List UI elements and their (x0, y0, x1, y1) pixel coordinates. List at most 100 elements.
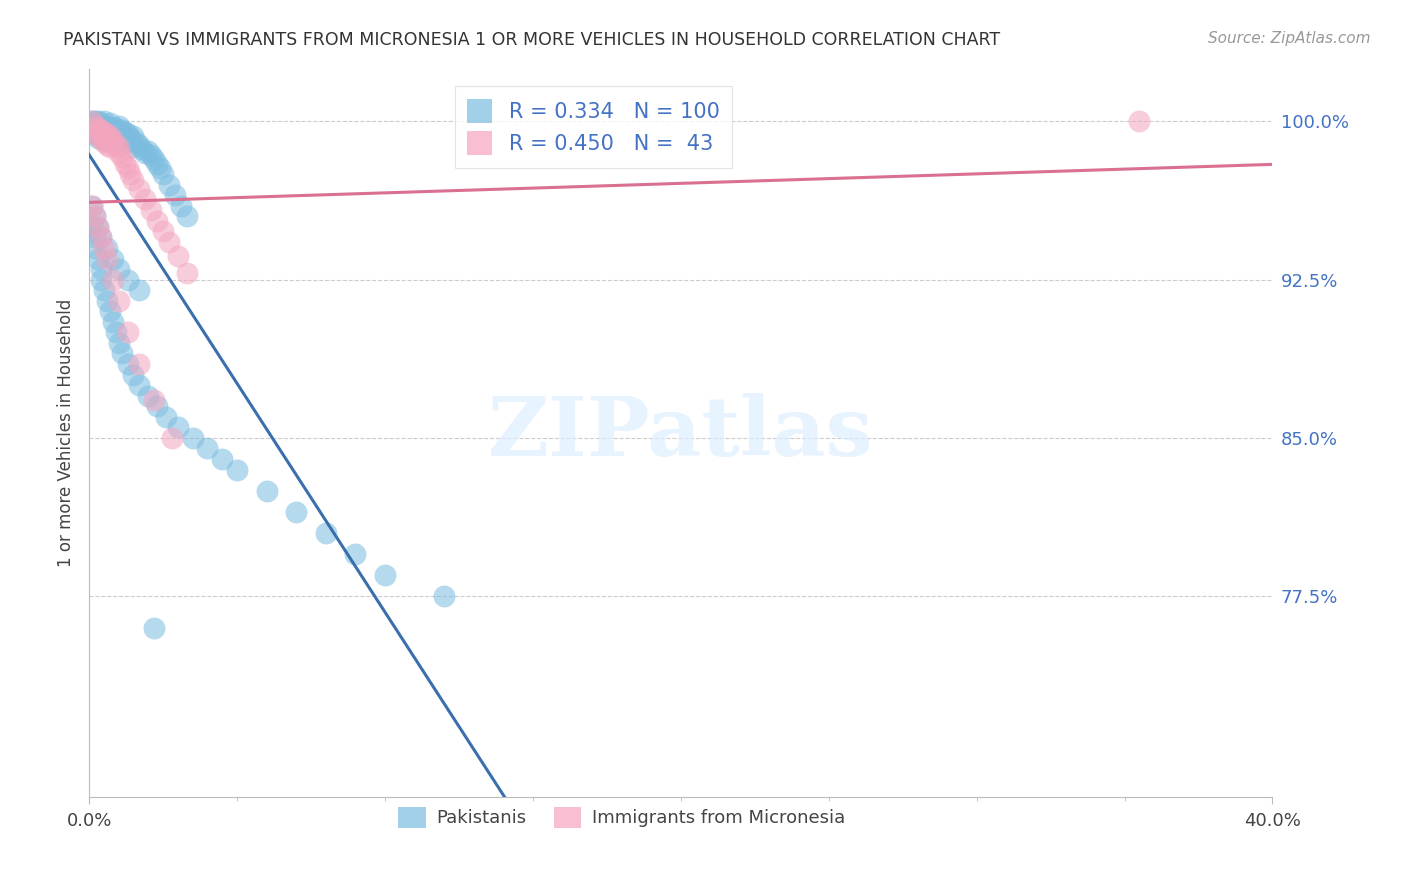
Pakistanis (107, 133, 129, 147)
Pakistanis (120, 131, 142, 145)
Pakistanis (136, 144, 159, 158)
Pakistanis (143, 621, 166, 635)
Pakistanis (93, 133, 115, 147)
Pakistanis (96, 125, 118, 139)
Immigrants from Micronesia (1128, 114, 1150, 128)
Pakistanis (143, 153, 166, 167)
Pakistanis (136, 389, 159, 403)
Pakistanis (90, 116, 112, 130)
Pakistanis (87, 252, 110, 266)
Immigrants from Micronesia (96, 252, 118, 266)
Immigrants from Micronesia (134, 193, 156, 207)
Pakistanis (176, 209, 198, 223)
Pakistanis (98, 120, 121, 135)
Immigrants from Micronesia (120, 167, 142, 181)
Pakistanis (128, 378, 150, 392)
Pakistanis (84, 127, 107, 141)
Pakistanis (84, 119, 107, 133)
Pakistanis (93, 127, 115, 141)
Immigrants from Micronesia (84, 209, 107, 223)
Pakistanis (128, 137, 150, 152)
Immigrants from Micronesia (166, 249, 188, 263)
Immigrants from Micronesia (84, 125, 107, 139)
Pakistanis (107, 119, 129, 133)
Pakistanis (122, 139, 145, 153)
Immigrants from Micronesia (90, 131, 112, 145)
Y-axis label: 1 or more Vehicles in Household: 1 or more Vehicles in Household (58, 299, 75, 566)
Pakistanis (114, 133, 136, 147)
Pakistanis (134, 145, 156, 160)
Immigrants from Micronesia (80, 199, 103, 213)
Pakistanis (117, 127, 139, 141)
Pakistanis (101, 252, 124, 266)
Immigrants from Micronesia (87, 219, 110, 234)
Pakistanis (117, 357, 139, 371)
Pakistanis (84, 209, 107, 223)
Pakistanis (374, 568, 396, 582)
Immigrants from Micronesia (143, 392, 166, 407)
Pakistanis (146, 399, 169, 413)
Pakistanis (149, 161, 172, 175)
Pakistanis (170, 199, 193, 213)
Pakistanis (93, 119, 115, 133)
Pakistanis (87, 119, 110, 133)
Pakistanis (87, 127, 110, 141)
Pakistanis (104, 136, 127, 150)
Pakistanis (110, 122, 132, 136)
Pakistanis (104, 127, 127, 141)
Pakistanis (107, 262, 129, 277)
Pakistanis (93, 122, 115, 136)
Pakistanis (104, 120, 127, 135)
Pakistanis (122, 368, 145, 382)
Pakistanis (315, 525, 337, 540)
Pakistanis (80, 119, 103, 133)
Pakistanis (166, 420, 188, 434)
Pakistanis (433, 589, 456, 603)
Immigrants from Micronesia (87, 120, 110, 135)
Pakistanis (110, 346, 132, 360)
Immigrants from Micronesia (93, 125, 115, 139)
Immigrants from Micronesia (96, 137, 118, 152)
Immigrants from Micronesia (146, 213, 169, 227)
Immigrants from Micronesia (87, 129, 110, 144)
Immigrants from Micronesia (152, 224, 174, 238)
Immigrants from Micronesia (107, 145, 129, 160)
Immigrants from Micronesia (160, 431, 183, 445)
Text: PAKISTANI VS IMMIGRANTS FROM MICRONESIA 1 OR MORE VEHICLES IN HOUSEHOLD CORRELAT: PAKISTANI VS IMMIGRANTS FROM MICRONESIA … (63, 31, 1001, 49)
Pakistanis (93, 283, 115, 297)
Pakistanis (84, 241, 107, 255)
Pakistanis (87, 131, 110, 145)
Pakistanis (211, 452, 233, 467)
Pakistanis (90, 125, 112, 139)
Pakistanis (96, 131, 118, 145)
Pakistanis (107, 335, 129, 350)
Text: ZIPatlas: ZIPatlas (488, 392, 873, 473)
Immigrants from Micronesia (104, 137, 127, 152)
Pakistanis (90, 129, 112, 144)
Immigrants from Micronesia (128, 182, 150, 196)
Pakistanis (155, 409, 177, 424)
Immigrants from Micronesia (98, 139, 121, 153)
Pakistanis (256, 483, 278, 498)
Legend: Pakistanis, Immigrants from Micronesia: Pakistanis, Immigrants from Micronesia (391, 800, 852, 835)
Pakistanis (125, 136, 148, 150)
Immigrants from Micronesia (96, 127, 118, 141)
Pakistanis (226, 462, 249, 476)
Pakistanis (84, 122, 107, 136)
Pakistanis (128, 283, 150, 297)
Pakistanis (84, 230, 107, 244)
Immigrants from Micronesia (107, 293, 129, 308)
Immigrants from Micronesia (107, 139, 129, 153)
Pakistanis (117, 272, 139, 286)
Pakistanis (344, 547, 367, 561)
Pakistanis (114, 125, 136, 139)
Pakistanis (98, 127, 121, 141)
Immigrants from Micronesia (90, 122, 112, 136)
Immigrants from Micronesia (117, 161, 139, 175)
Pakistanis (80, 199, 103, 213)
Pakistanis (93, 114, 115, 128)
Immigrants from Micronesia (141, 202, 163, 217)
Pakistanis (87, 114, 110, 128)
Pakistanis (96, 119, 118, 133)
Pakistanis (181, 431, 204, 445)
